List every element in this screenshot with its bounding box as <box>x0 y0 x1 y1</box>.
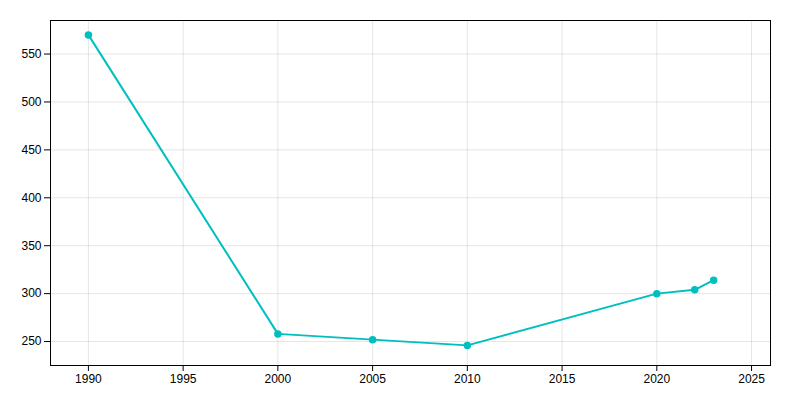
svg-text:1990: 1990 <box>75 372 102 386</box>
svg-text:450: 450 <box>21 143 41 157</box>
svg-text:2025: 2025 <box>738 372 765 386</box>
svg-text:550: 550 <box>21 47 41 61</box>
svg-text:2000: 2000 <box>265 372 292 386</box>
svg-text:300: 300 <box>21 286 41 300</box>
svg-text:2010: 2010 <box>454 372 481 386</box>
svg-text:350: 350 <box>21 239 41 253</box>
svg-text:2005: 2005 <box>359 372 386 386</box>
svg-text:2015: 2015 <box>549 372 576 386</box>
svg-text:250: 250 <box>21 334 41 348</box>
svg-text:2020: 2020 <box>643 372 670 386</box>
svg-text:1995: 1995 <box>170 372 197 386</box>
svg-text:400: 400 <box>21 191 41 205</box>
svg-text:500: 500 <box>21 95 41 109</box>
